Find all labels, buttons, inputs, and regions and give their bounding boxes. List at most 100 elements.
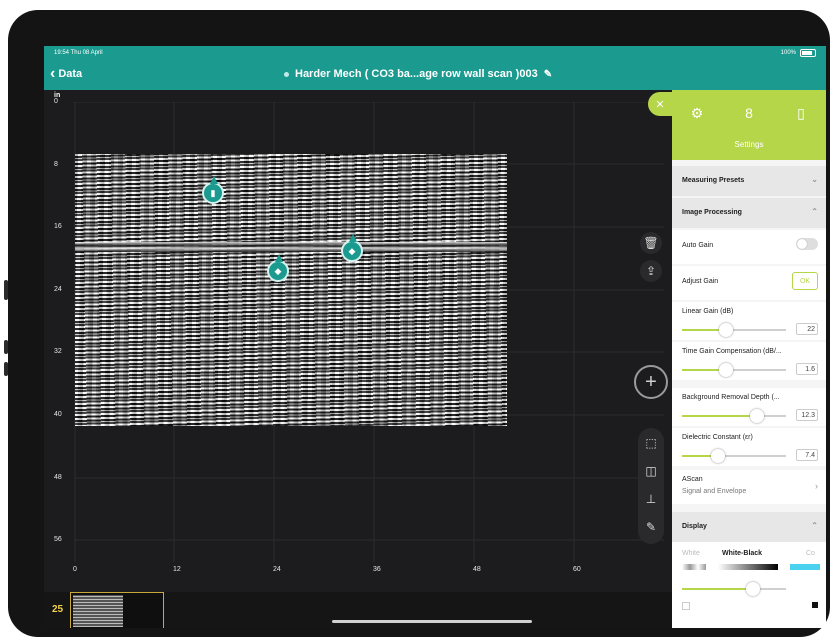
chevron-up-icon: ⌃	[811, 521, 818, 530]
linear-gain-value[interactable]: 22	[796, 323, 818, 335]
panel-header: ⚙ 8 ▯ Settings	[672, 90, 826, 160]
back-button[interactable]: ‹ Data	[50, 66, 82, 82]
probe-icon[interactable]: ⊥	[640, 488, 662, 510]
scan-title-text: Harder Mech ( CO3 ba...age row wall scan…	[295, 68, 538, 80]
dielectric-slider[interactable]	[682, 449, 786, 463]
x-tick-label: 48	[473, 566, 481, 573]
ascan-row[interactable]: AScan Signal and Envelope ›	[672, 470, 826, 504]
settings-panel: ⚙ 8 ▯ Settings Measuring Presets ⌄ Image…	[672, 90, 826, 628]
chevron-left-icon: ‹	[50, 65, 56, 82]
palette-white-black-swatch[interactable]	[718, 564, 778, 570]
app-screen: 19:54 Thu 08 April 100% ‹ Data Harder Me…	[44, 46, 826, 628]
adjust-gain-row: Adjust Gain OK	[672, 266, 826, 300]
section-display[interactable]: Display ⌃	[672, 512, 826, 542]
page-number: 25	[52, 604, 64, 615]
ascan-label: AScan	[682, 476, 703, 483]
auto-gain-row: Auto Gain	[672, 230, 826, 264]
white-square-icon	[682, 602, 690, 610]
chevron-right-icon: ›	[815, 481, 818, 491]
share-icon[interactable]: ⇪	[640, 260, 662, 282]
y-tick-label: 40	[54, 411, 62, 418]
markers-icon[interactable]: 8	[745, 105, 753, 121]
palette-color-label[interactable]: Co	[806, 550, 815, 557]
pencil-icon: ✎	[543, 68, 553, 80]
ipad-frame: 19:54 Thu 08 April 100% ‹ Data Harder Me…	[4, 10, 830, 637]
scan-title[interactable]: Harder Mech ( CO3 ba...age row wall scan…	[284, 68, 552, 80]
x-tick-label: 60	[573, 566, 581, 573]
palette-white-swatch[interactable]	[682, 564, 706, 570]
status-time: 19:54 Thu 08 April	[54, 50, 103, 56]
tgc-slider[interactable]	[682, 363, 786, 377]
scan-thumbnail-strip: 25	[44, 592, 672, 628]
auto-gain-label: Auto Gain	[682, 242, 714, 249]
gpr-scan-image[interactable]	[75, 154, 507, 426]
adjust-gain-label: Adjust Gain	[682, 278, 719, 285]
palette-color-swatch[interactable]	[790, 564, 820, 570]
ok-button[interactable]: OK	[792, 272, 818, 290]
dielectric-row: Dielectric Constant (εr) 7.4	[672, 428, 826, 466]
x-tick-label: 0	[73, 566, 77, 573]
ascan-sub: Signal and Envelope	[682, 488, 747, 495]
section-label: Measuring Presets	[682, 177, 745, 184]
radar-plot: in 0 8 16 24 32 40 48 56 0 12 24 36 48 60 ▮ ◆ ◆ 🗑 ⇪	[44, 90, 672, 592]
hardware-button	[4, 340, 8, 354]
y-tick-label: 0	[54, 98, 58, 105]
crop-icon[interactable]: ⬚	[640, 432, 662, 454]
chevron-up-icon: ⌃	[811, 207, 818, 216]
x-tick-label: 12	[173, 566, 181, 573]
dielectric-value[interactable]: 7.4	[796, 449, 818, 461]
chevron-down-icon: ⌄	[811, 175, 818, 184]
x-tick-label: 24	[273, 566, 281, 573]
home-indicator[interactable]	[332, 620, 532, 623]
y-tick-label: 16	[54, 223, 62, 231]
tgc-row: Time Gain Compensation (dB/... 1.6	[672, 342, 826, 380]
depth-unit: in	[54, 92, 61, 99]
palette-white-black-label[interactable]: White-Black	[722, 550, 763, 557]
draw-icon[interactable]: ✎	[640, 516, 662, 538]
y-tick-label: 8	[54, 160, 58, 168]
section-image-processing[interactable]: Image Processing ⌃	[672, 198, 826, 228]
status-bar: 19:54 Thu 08 April 100%	[44, 46, 826, 60]
add-marker-button[interactable]: +	[634, 365, 668, 399]
close-icon[interactable]: ✕	[648, 92, 672, 116]
layers-icon[interactable]: ▯	[797, 104, 805, 121]
section-label: Image Processing	[682, 209, 742, 216]
section-measuring-presets[interactable]: Measuring Presets ⌄	[672, 166, 826, 196]
object-marker-icon[interactable]: ◆	[341, 234, 363, 262]
linear-gain-slider[interactable]	[682, 323, 786, 337]
status-battery: 100%	[781, 49, 816, 57]
black-square-icon	[812, 602, 818, 608]
auto-gain-toggle[interactable]	[796, 238, 818, 250]
background-removal-row: Background Removal Depth (... 12.3	[672, 388, 826, 426]
rebar-marker-icon[interactable]: ▮	[202, 176, 224, 204]
tool-column: ⬚ ◫ ⊥ ✎	[638, 428, 664, 544]
scan-thumbnail[interactable]	[70, 592, 164, 628]
compare-icon[interactable]: ◫	[640, 460, 662, 482]
x-tick-label: 36	[373, 566, 381, 573]
hardware-button	[4, 362, 8, 376]
linear-gain-row: Linear Gain (dB) 22	[672, 302, 826, 340]
thumbnail-image	[73, 595, 123, 627]
linear-gain-label: Linear Gain (dB)	[682, 308, 734, 315]
y-tick-label: 32	[54, 348, 62, 356]
back-label: Data	[58, 68, 83, 80]
background-removal-slider[interactable]	[682, 409, 786, 423]
tgc-label: Time Gain Compensation (dB/...	[682, 348, 782, 355]
dielectric-label: Dielectric Constant (εr)	[682, 434, 753, 441]
tgc-value[interactable]: 1.6	[796, 363, 818, 375]
conduit-marker-icon[interactable]: ◆	[267, 254, 289, 282]
y-tick-label: 56	[54, 536, 62, 544]
palette-white-label[interactable]: White	[682, 550, 700, 557]
background-removal-value[interactable]: 12.3	[796, 409, 818, 421]
settings-icon[interactable]: ⚙	[690, 104, 704, 121]
battery-icon	[800, 49, 816, 57]
display-slider[interactable]	[682, 582, 786, 596]
trash-icon[interactable]: 🗑	[640, 232, 662, 254]
unsaved-dot-icon	[284, 71, 289, 77]
y-tick-label: 24	[54, 285, 62, 293]
panel-title: Settings	[734, 140, 764, 149]
battery-label: 100%	[780, 50, 796, 56]
background-removal-label: Background Removal Depth (...	[682, 394, 780, 401]
hardware-button	[4, 280, 8, 300]
navigation-bar: ‹ Data Harder Mech ( CO3 ba...age row wa…	[44, 60, 826, 90]
